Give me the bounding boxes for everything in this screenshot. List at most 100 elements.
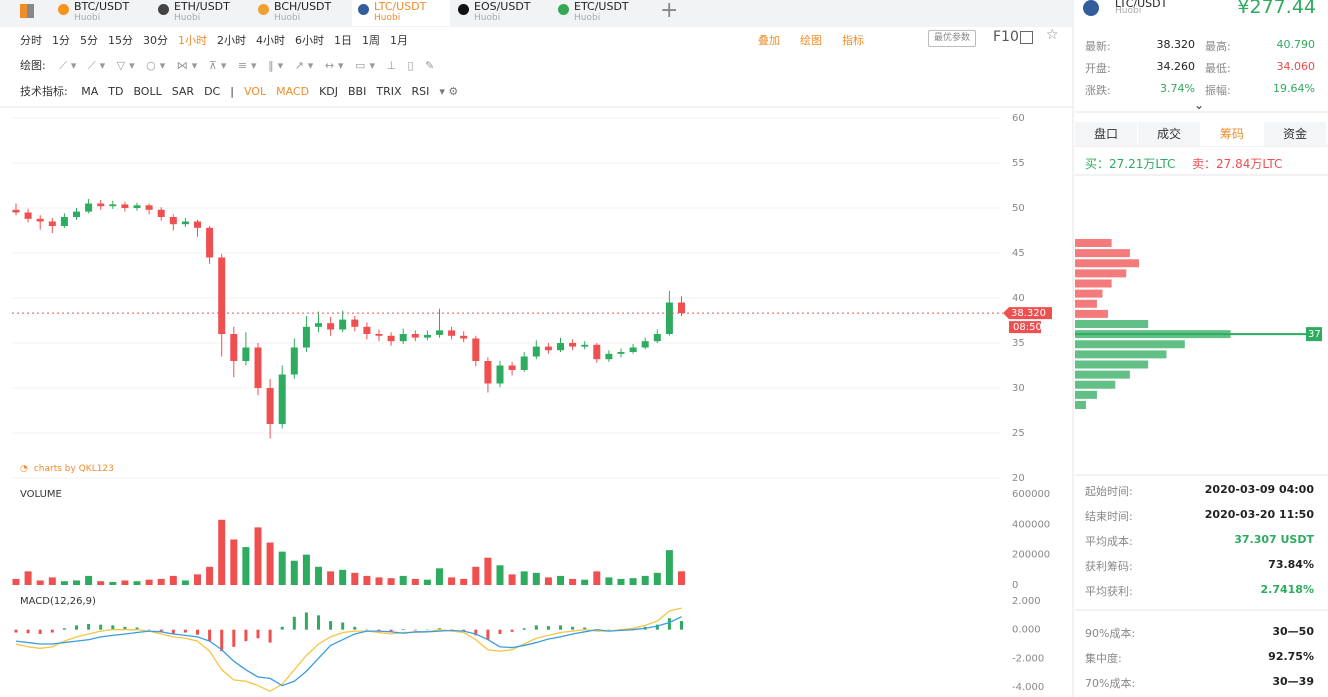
indicator[interactable]: BOLL: [133, 85, 162, 98]
candle-body: [411, 334, 419, 338]
candle-body: [665, 302, 673, 334]
candle-body: [496, 365, 504, 384]
candle-body: [242, 347, 250, 361]
tab[interactable]: ETC/USDT Huobi: [552, 0, 650, 26]
chip-bar: [1075, 350, 1167, 359]
countdown-label: 08:50: [1013, 322, 1042, 333]
volume-bar: [472, 566, 480, 585]
volume-bar: [290, 560, 298, 585]
macd-bar: [62, 628, 66, 630]
period[interactable]: 2小时: [217, 34, 246, 47]
candle-body: [218, 257, 226, 334]
volume-bar: [665, 550, 673, 585]
add-tab[interactable]: +: [660, 0, 679, 23]
period[interactable]: 4小时: [256, 34, 285, 47]
star-icon[interactable]: ☆: [1046, 27, 1059, 43]
volume-bar: [97, 581, 105, 585]
macd-bar: [680, 621, 683, 630]
tab[interactable]: BCH/USDT Huobi: [252, 0, 350, 26]
macd-bar: [534, 625, 538, 630]
indicator[interactable]: TRIX: [376, 85, 402, 98]
indicator[interactable]: RSI: [411, 85, 430, 98]
chip-stat-value: 30—39: [1272, 675, 1314, 688]
volume-bar: [85, 575, 93, 585]
period[interactable]: 30分: [143, 34, 168, 47]
chip-bar: [1075, 380, 1116, 389]
period[interactable]: 5分: [80, 34, 98, 47]
macd-bar: [304, 612, 308, 630]
candle-body: [194, 221, 201, 228]
volume-bar: [157, 578, 165, 585]
panel-tab[interactable]: 资金: [1264, 122, 1326, 146]
indicator[interactable]: DC: [204, 85, 221, 98]
panel-tab[interactable]: 筹码: [1201, 122, 1263, 146]
indicator[interactable]: MA: [81, 85, 99, 98]
f10-button[interactable]: F10: [993, 29, 1019, 45]
indicator-bar: 技术指标: MA TD BOLL SAR DC | VOL MACD KDJ BBI TRIX RSI…: [20, 83, 468, 99]
y-tick-label: -2.000: [1012, 653, 1044, 664]
indicator[interactable]: MACD: [276, 85, 310, 98]
indicator[interactable]: TD: [108, 85, 124, 98]
period[interactable]: 1月: [390, 34, 408, 47]
period[interactable]: 1小时: [178, 34, 207, 47]
indicator[interactable]: KDJ: [319, 85, 338, 98]
expand-icon[interactable]: ⌄: [1194, 98, 1205, 112]
menu-icon[interactable]: [20, 4, 34, 18]
period[interactable]: 1日: [334, 34, 352, 47]
tab-exchange: Huobi: [74, 13, 101, 23]
draw-label: 绘图:: [20, 59, 46, 72]
macd-bar: [280, 626, 284, 630]
stat-value: 3.74%: [1160, 82, 1195, 95]
separator: |: [230, 85, 234, 98]
period[interactable]: 分时: [20, 34, 42, 47]
tab[interactable]: ETH/USDT Huobi: [152, 0, 250, 26]
candle-body: [230, 334, 238, 361]
tool[interactable]: 指标: [842, 34, 864, 47]
tab-symbol: ETC/USDT: [574, 0, 629, 13]
tab[interactable]: BTC/USDT Huobi: [52, 0, 150, 26]
period[interactable]: 6小时: [295, 34, 324, 47]
draw-tools[interactable]: ⟋▾ ⟋▾ ▽▾ ○▾ ⋈▾ ⊼▾ ≡▾ ‖▾ ↗▾ ↔▾ ▭▾ ⊥ ▯ ✎: [59, 59, 439, 72]
macd-bar: [498, 629, 502, 634]
macd-bar: [631, 628, 635, 630]
candle-body: [60, 217, 68, 226]
candle-body: [206, 227, 214, 258]
param-button[interactable]: 最优参数: [928, 30, 977, 47]
indicator[interactable]: BBI: [348, 85, 367, 98]
panel-tab[interactable]: 盘口: [1075, 122, 1137, 146]
indicator[interactable]: SAR: [171, 85, 195, 98]
fullscreen-icon[interactable]: [1020, 31, 1033, 44]
panel-tab[interactable]: 成交: [1138, 122, 1200, 146]
macd-bar: [75, 625, 78, 630]
settings-icon[interactable]: ▾ ⚙: [439, 85, 459, 98]
candle-body: [532, 346, 540, 357]
y-tick-label: 600000: [1012, 489, 1050, 500]
macd-bar: [401, 628, 405, 630]
macd-bar: [317, 615, 320, 630]
tab-symbol: BCH/USDT: [274, 0, 332, 13]
period[interactable]: 1周: [362, 34, 380, 47]
tool[interactable]: 叠加: [758, 34, 780, 47]
volume-bar: [363, 575, 371, 585]
tab-icon: [158, 4, 169, 15]
volume-bar: [230, 539, 238, 585]
period[interactable]: 15分: [108, 34, 133, 47]
macd-bar: [474, 629, 478, 636]
macd-bar: [50, 629, 54, 633]
volume-bar: [436, 568, 443, 585]
period[interactable]: 1分: [52, 34, 70, 47]
chip-stat-label: 90%成本:: [1085, 627, 1136, 640]
tab[interactable]: LTC/USDT Huobi: [352, 0, 450, 26]
volume-bar: [641, 575, 649, 585]
volume-bar: [496, 565, 504, 585]
volume-bar: [266, 542, 274, 585]
candle-body: [629, 347, 637, 352]
indicator[interactable]: VOL: [243, 85, 267, 98]
tool[interactable]: 绘图: [800, 34, 822, 47]
tab-exchange: Huobi: [374, 13, 401, 23]
chip-stat-value: 37.307 USDT: [1234, 533, 1314, 546]
candle-body: [327, 323, 335, 330]
tab[interactable]: EOS/USDT Huobi: [452, 0, 550, 26]
candle-body: [36, 218, 44, 222]
chip-bar: [1075, 370, 1130, 379]
